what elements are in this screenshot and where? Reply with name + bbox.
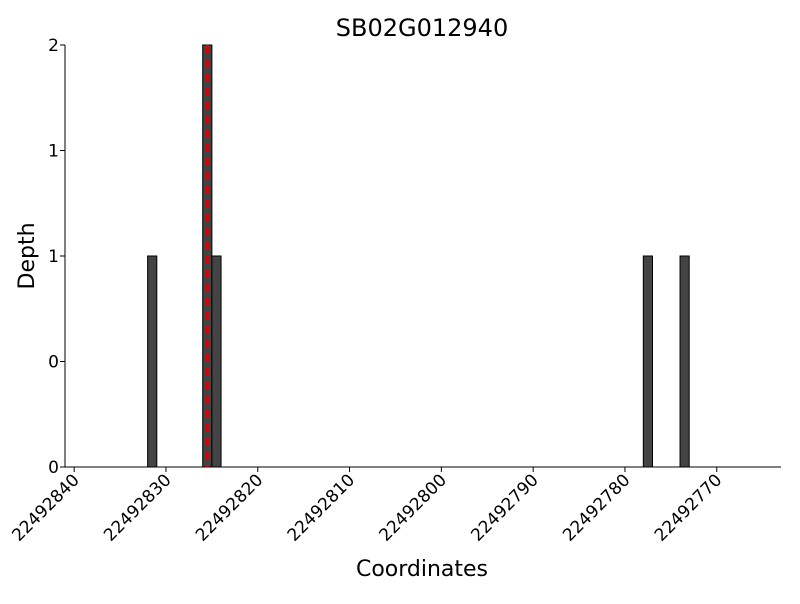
x-tick-label: 22492800 (376, 470, 451, 545)
x-tick-label: 22492810 (284, 470, 359, 545)
bar (147, 255, 158, 468)
y-axis-label: Depth (15, 222, 40, 289)
y-tick-label: 1 (48, 247, 59, 267)
x-axis-label: Coordinates (356, 557, 488, 582)
y-tick-label: 1 (48, 142, 59, 162)
x-tick-label: 22492770 (651, 470, 726, 545)
x-tick-label: 22492840 (8, 470, 83, 545)
y-tick-label: 2 (48, 36, 59, 56)
chart-title: SB02G012940 (336, 14, 508, 42)
y-tick-label: 0 (48, 353, 59, 373)
x-tick-label: 22492820 (192, 470, 267, 545)
x-tick-label: 22492780 (559, 470, 634, 545)
bar (211, 255, 222, 468)
x-tick-label: 22492790 (467, 470, 542, 545)
bar (642, 255, 653, 468)
y-tick-label: 0 (48, 458, 59, 478)
x-tick-label: 22492830 (100, 470, 175, 545)
bar (679, 255, 690, 468)
